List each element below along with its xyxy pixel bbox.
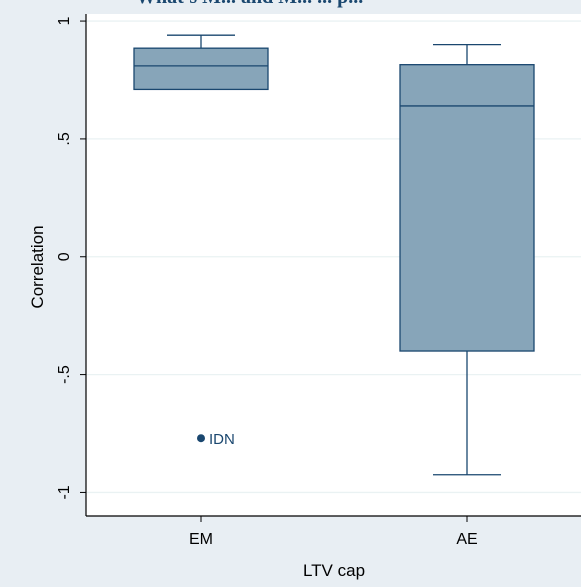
box-iqr xyxy=(133,47,269,91)
y-axis-title: Correlation xyxy=(28,225,47,308)
box-group-ae xyxy=(399,43,535,476)
outlier-label: IDN xyxy=(209,431,235,448)
y-tick-label: -.5 xyxy=(56,365,73,384)
outlier-point xyxy=(197,434,205,443)
box-group-em xyxy=(133,34,269,91)
y-tick-label: -1 xyxy=(56,485,73,499)
y-tick-label: .5 xyxy=(56,132,73,145)
x-tick-label: EM xyxy=(189,531,213,548)
x-axis-title: LTV cap xyxy=(303,561,365,580)
y-tick-label: 0 xyxy=(56,252,73,261)
x-tick-label: AE xyxy=(456,531,477,548)
box-iqr xyxy=(399,64,535,352)
chart-title: What's M... and M... ... p... xyxy=(136,0,363,8)
y-tick-label: 1 xyxy=(56,17,73,26)
